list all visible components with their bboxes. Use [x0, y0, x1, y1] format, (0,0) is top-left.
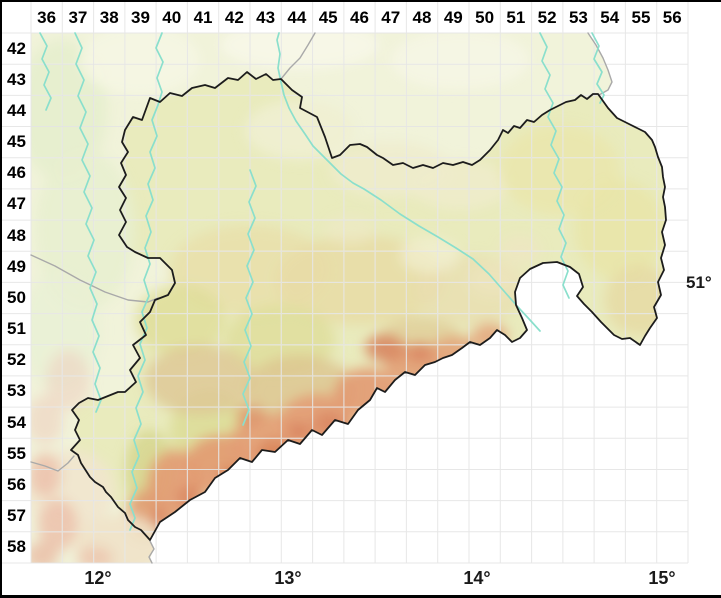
col-label: 47: [381, 7, 401, 27]
col-label: 36: [37, 7, 57, 27]
row-label: 56: [7, 474, 26, 494]
longitude-label: 13°: [274, 568, 302, 588]
river-nw: [39, 32, 52, 111]
col-label: 49: [443, 7, 463, 27]
latitude-label: 51°: [686, 273, 712, 292]
river-zschopau: [242, 169, 257, 426]
row-label: 47: [7, 194, 26, 214]
col-label: 46: [349, 7, 369, 27]
row-label: 54: [7, 412, 26, 432]
row-label: 52: [7, 350, 26, 370]
row-label: 49: [7, 256, 26, 276]
relief-layer: [31, 33, 666, 563]
col-label: 51: [506, 7, 526, 27]
row-label: 53: [7, 381, 26, 401]
col-label: 40: [162, 7, 182, 27]
river-lines: [39, 32, 605, 531]
row-label: 58: [7, 537, 26, 557]
col-label: 44: [287, 7, 307, 27]
river-mulde: [129, 32, 164, 531]
col-label: 56: [662, 7, 682, 27]
row-label: 50: [7, 287, 26, 307]
frame-border-bottom: [0, 595, 721, 598]
col-label: 53: [568, 7, 588, 27]
column-header-row: 36 37 38 39 40 41 42 43 44 45 46 47 48 4…: [31, 2, 688, 33]
row-header-column: 42 43 44 45 46 47 48 49 50 51 52 53 54 5…: [2, 33, 31, 563]
river-elbe: [276, 32, 541, 332]
row-label: 55: [7, 443, 26, 463]
col-label: 37: [68, 7, 88, 27]
col-label: 39: [131, 7, 150, 27]
col-label: 41: [193, 7, 213, 27]
river-spree: [539, 32, 570, 299]
river-weisse-elster: [74, 32, 102, 413]
row-label: 46: [7, 163, 26, 183]
row-label: 48: [7, 225, 26, 245]
col-label: 54: [600, 7, 620, 27]
col-label: 50: [475, 7, 495, 27]
col-label: 55: [631, 7, 651, 27]
longitude-label: 12°: [84, 568, 112, 588]
col-label: 45: [318, 7, 338, 27]
longitude-label: 15°: [648, 568, 676, 588]
col-label: 48: [412, 7, 432, 27]
row-label: 57: [7, 506, 26, 526]
col-label: 52: [537, 7, 557, 27]
frame-border-top: [0, 0, 721, 2]
mtb-grid-lines: [2, 2, 689, 564]
col-label: 38: [99, 7, 119, 27]
longitude-label: 14°: [463, 568, 491, 588]
river-neisse: [591, 32, 605, 104]
state-border-lines: [30, 32, 613, 564]
col-label: 43: [256, 7, 276, 27]
row-label: 51: [7, 319, 26, 339]
row-label: 44: [7, 100, 26, 120]
saxony-border: [70, 71, 667, 541]
row-label: 42: [7, 38, 26, 58]
col-label: 42: [224, 7, 244, 27]
frame-border-left: [0, 0, 2, 597]
row-label: 43: [7, 69, 26, 89]
row-label: 45: [7, 132, 26, 152]
